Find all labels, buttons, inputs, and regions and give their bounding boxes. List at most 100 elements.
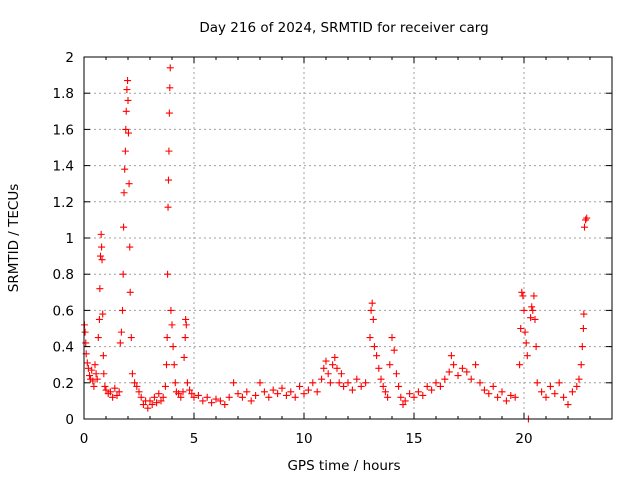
data-point bbox=[410, 393, 418, 401]
data-point bbox=[507, 391, 515, 399]
data-point bbox=[101, 382, 109, 390]
data-point bbox=[489, 382, 497, 390]
data-point bbox=[546, 382, 554, 390]
data-point bbox=[148, 401, 156, 409]
data-point bbox=[578, 343, 586, 351]
data-point bbox=[124, 96, 132, 104]
data-point bbox=[533, 379, 541, 387]
data-point bbox=[498, 388, 506, 396]
data-point bbox=[165, 147, 173, 155]
y-tick-label: 0 bbox=[65, 412, 74, 428]
data-point bbox=[395, 382, 403, 390]
data-point bbox=[309, 379, 317, 387]
data-point bbox=[97, 230, 105, 238]
data-point bbox=[532, 343, 540, 351]
data-point bbox=[344, 379, 352, 387]
data-point bbox=[98, 256, 106, 264]
x-tick-label: 10 bbox=[295, 431, 312, 447]
data-point bbox=[221, 401, 229, 409]
data-point bbox=[333, 364, 341, 372]
data-point bbox=[287, 388, 295, 396]
data-point bbox=[115, 388, 123, 396]
data-point bbox=[212, 395, 220, 403]
data-point bbox=[502, 397, 510, 405]
data-point bbox=[390, 346, 398, 354]
data-point bbox=[318, 375, 326, 383]
data-point bbox=[353, 375, 361, 383]
data-point bbox=[92, 370, 100, 378]
data-point bbox=[260, 388, 268, 396]
data-point bbox=[335, 379, 343, 387]
data-point bbox=[530, 292, 538, 300]
data-point bbox=[163, 334, 171, 342]
data-point bbox=[116, 339, 124, 347]
data-point bbox=[123, 86, 131, 94]
data-point bbox=[247, 397, 255, 405]
data-point bbox=[186, 386, 194, 394]
data-point bbox=[386, 361, 394, 369]
data-point bbox=[163, 361, 170, 369]
data-point bbox=[164, 270, 172, 278]
data-point bbox=[252, 391, 260, 399]
data-point bbox=[373, 352, 381, 360]
data-point bbox=[171, 379, 179, 387]
data-point bbox=[137, 393, 145, 401]
data-point bbox=[99, 352, 107, 360]
data-point bbox=[94, 334, 102, 342]
data-point bbox=[150, 393, 158, 401]
x-tick-label: 15 bbox=[405, 431, 422, 447]
data-point bbox=[126, 243, 134, 251]
data-point bbox=[190, 393, 198, 401]
data-point bbox=[432, 379, 440, 387]
data-point bbox=[523, 352, 531, 360]
data-point bbox=[203, 393, 211, 401]
data-point bbox=[188, 390, 196, 398]
y-tick-label: 2 bbox=[65, 50, 74, 66]
y-tick-label: 0.4 bbox=[53, 340, 74, 356]
data-point bbox=[230, 379, 238, 387]
data-point bbox=[117, 328, 125, 336]
data-point bbox=[494, 393, 502, 401]
data-point bbox=[377, 375, 385, 383]
data-point bbox=[165, 109, 173, 117]
data-point bbox=[518, 288, 526, 296]
y-tick-label: 0.8 bbox=[53, 267, 74, 283]
data-point bbox=[96, 285, 104, 293]
chart-title: Day 216 of 2024, SRMTID for receiver car… bbox=[199, 20, 488, 36]
y-tick-label: 1.2 bbox=[53, 195, 74, 211]
data-point bbox=[133, 382, 141, 390]
y-tick-label: 0.2 bbox=[53, 376, 74, 392]
data-point bbox=[169, 343, 177, 351]
data-point bbox=[89, 377, 97, 385]
data-point bbox=[278, 384, 286, 392]
data-point bbox=[329, 361, 337, 369]
data-point bbox=[170, 361, 178, 369]
data-point bbox=[428, 386, 436, 394]
data-point bbox=[157, 397, 165, 405]
data-point bbox=[269, 386, 277, 394]
data-point bbox=[517, 325, 525, 332]
data-point bbox=[564, 401, 572, 409]
data-point bbox=[120, 189, 128, 197]
data-point bbox=[560, 393, 568, 401]
data-point bbox=[100, 370, 108, 378]
data-point bbox=[324, 370, 332, 378]
data-point bbox=[581, 223, 588, 231]
data-point bbox=[274, 390, 282, 398]
data-point bbox=[124, 77, 132, 85]
data-point bbox=[369, 315, 377, 323]
data-point bbox=[579, 325, 587, 332]
data-point bbox=[93, 375, 101, 383]
data-point bbox=[125, 180, 133, 188]
y-tick-label: 1.4 bbox=[53, 159, 74, 175]
data-point bbox=[480, 386, 488, 394]
data-point bbox=[124, 129, 132, 137]
data-point bbox=[357, 382, 365, 390]
data-point bbox=[166, 64, 174, 72]
data-point bbox=[168, 321, 176, 329]
data-point bbox=[529, 306, 537, 314]
data-point bbox=[445, 368, 453, 376]
data-point bbox=[122, 107, 130, 115]
data-point bbox=[109, 393, 117, 401]
data-point bbox=[199, 397, 207, 405]
